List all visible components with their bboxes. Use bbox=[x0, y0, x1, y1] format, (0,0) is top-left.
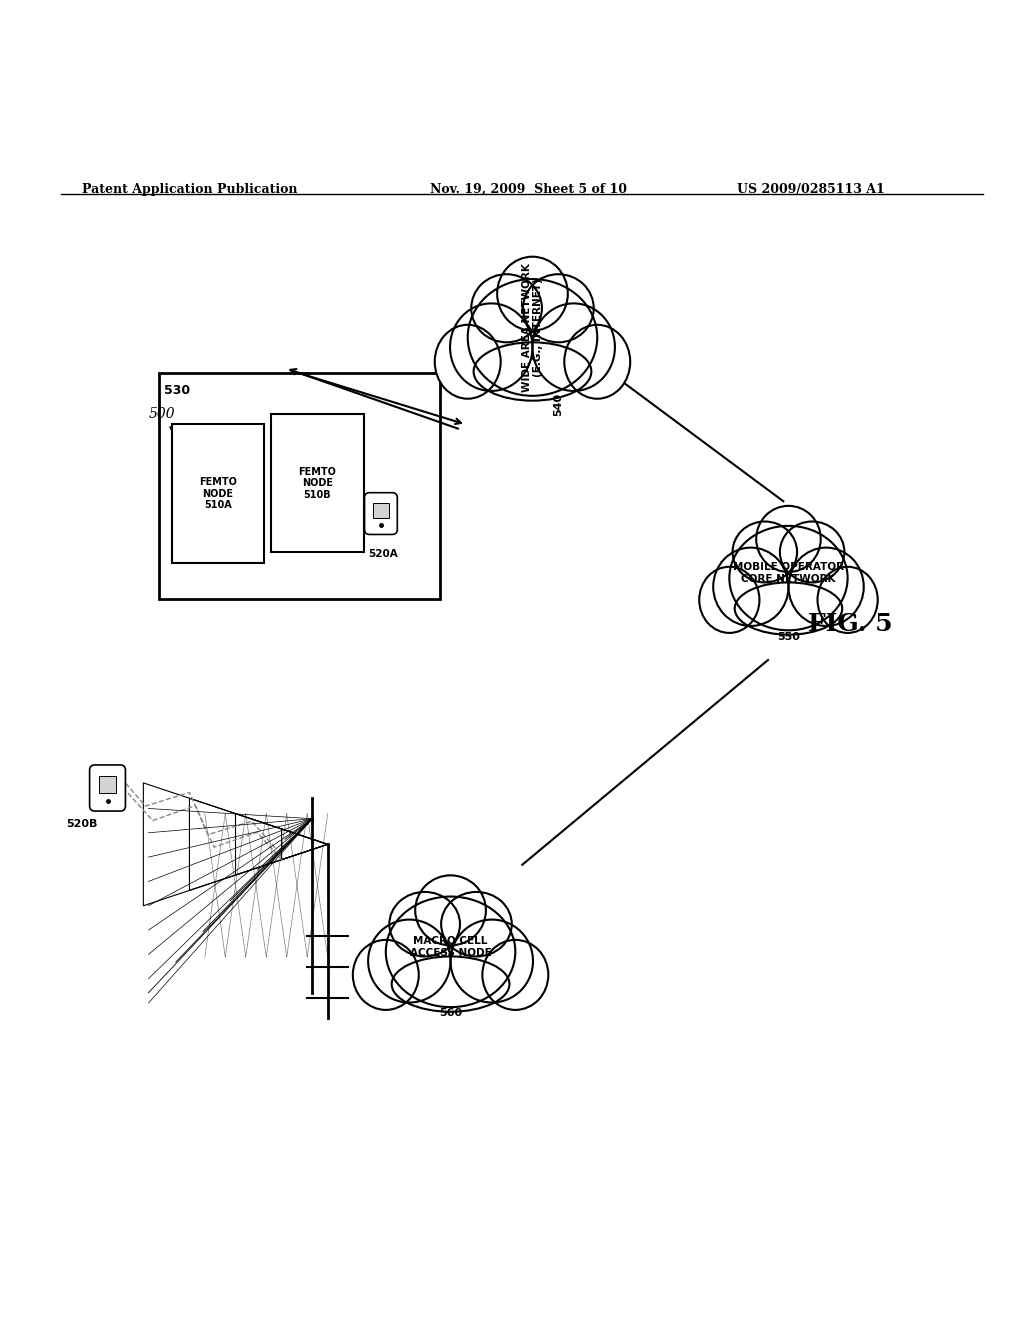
Ellipse shape bbox=[714, 548, 788, 626]
Ellipse shape bbox=[435, 325, 501, 399]
Ellipse shape bbox=[482, 940, 548, 1010]
Ellipse shape bbox=[788, 548, 863, 626]
Text: FEMTO
NODE
510B: FEMTO NODE 510B bbox=[299, 467, 336, 500]
Text: 540: 540 bbox=[553, 392, 563, 416]
Text: Patent Application Publication: Patent Application Publication bbox=[82, 182, 297, 195]
Ellipse shape bbox=[471, 275, 542, 342]
Ellipse shape bbox=[389, 892, 460, 957]
Text: 500: 500 bbox=[148, 408, 175, 421]
Ellipse shape bbox=[451, 304, 532, 391]
FancyBboxPatch shape bbox=[159, 374, 440, 598]
Ellipse shape bbox=[473, 342, 592, 401]
Text: US 2009/0285113 A1: US 2009/0285113 A1 bbox=[737, 182, 885, 195]
Text: 560: 560 bbox=[439, 1008, 462, 1018]
FancyBboxPatch shape bbox=[172, 425, 264, 562]
Ellipse shape bbox=[441, 892, 512, 957]
Text: 550: 550 bbox=[777, 632, 800, 643]
Ellipse shape bbox=[735, 582, 842, 635]
Ellipse shape bbox=[451, 920, 532, 1002]
Text: FEMTO
NODE
510A: FEMTO NODE 510A bbox=[200, 477, 237, 511]
Text: MACRO CELL
ACCESS NODE: MACRO CELL ACCESS NODE bbox=[410, 936, 492, 957]
Ellipse shape bbox=[416, 875, 486, 945]
Ellipse shape bbox=[523, 275, 594, 342]
FancyBboxPatch shape bbox=[90, 766, 125, 810]
Ellipse shape bbox=[732, 521, 797, 582]
Ellipse shape bbox=[780, 521, 845, 582]
Ellipse shape bbox=[729, 525, 848, 631]
FancyBboxPatch shape bbox=[365, 492, 397, 535]
Ellipse shape bbox=[386, 896, 515, 1007]
Text: WIDE AREA NETWORK
(E.G., INTERNET): WIDE AREA NETWORK (E.G., INTERNET) bbox=[521, 263, 544, 392]
Ellipse shape bbox=[468, 279, 597, 396]
Ellipse shape bbox=[353, 940, 419, 1010]
Text: MOBILE OPERATOR
CORE NETWORK: MOBILE OPERATOR CORE NETWORK bbox=[733, 562, 844, 583]
FancyBboxPatch shape bbox=[271, 414, 364, 553]
FancyBboxPatch shape bbox=[98, 776, 117, 793]
Text: Nov. 19, 2009  Sheet 5 of 10: Nov. 19, 2009 Sheet 5 of 10 bbox=[430, 182, 627, 195]
Ellipse shape bbox=[391, 957, 510, 1011]
Text: FIG. 5: FIG. 5 bbox=[808, 612, 892, 636]
Ellipse shape bbox=[498, 256, 567, 330]
Ellipse shape bbox=[368, 920, 451, 1002]
Ellipse shape bbox=[817, 566, 878, 632]
Text: 520A: 520A bbox=[369, 549, 398, 560]
FancyBboxPatch shape bbox=[373, 503, 389, 517]
Ellipse shape bbox=[699, 566, 760, 632]
Text: 520B: 520B bbox=[67, 818, 98, 829]
Ellipse shape bbox=[564, 325, 630, 399]
Ellipse shape bbox=[756, 506, 821, 572]
Text: 530: 530 bbox=[164, 384, 190, 396]
Ellipse shape bbox=[532, 304, 614, 391]
